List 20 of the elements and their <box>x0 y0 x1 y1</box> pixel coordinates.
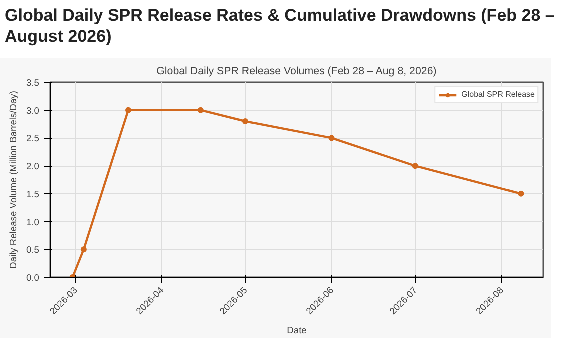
y-tick-label: 0.0 <box>26 273 40 283</box>
y-tick-label: 2.5 <box>26 134 40 144</box>
y-tick-label: 3.0 <box>26 106 40 116</box>
chart-title: Global Daily SPR Release Rates & Cumulative Drawdowns (Feb 28 – August 2026) <box>5 5 556 48</box>
point <box>518 190 524 197</box>
y-tick-label: 2.0 <box>26 162 40 172</box>
legend-label: Global SPR Release <box>462 90 535 99</box>
point <box>198 107 204 114</box>
point <box>80 246 87 253</box>
y-tick-label: 1.5 <box>26 189 40 200</box>
y-tick-label: 0.5 <box>26 245 40 256</box>
x-axis-title: Date <box>287 326 307 336</box>
point <box>242 118 248 124</box>
y-tick-label: 3.5 <box>26 78 40 88</box>
point <box>412 163 418 170</box>
y-axis-title: Daily Release Volume (Million Barrels/Day) <box>8 91 19 269</box>
point <box>125 107 132 114</box>
chart-subtitle: Global Daily SPR Release Volumes (Feb 28 – Aug 8, 2026) <box>156 66 437 78</box>
point <box>328 135 335 142</box>
y-tick-label: 1.0 <box>26 217 40 228</box>
